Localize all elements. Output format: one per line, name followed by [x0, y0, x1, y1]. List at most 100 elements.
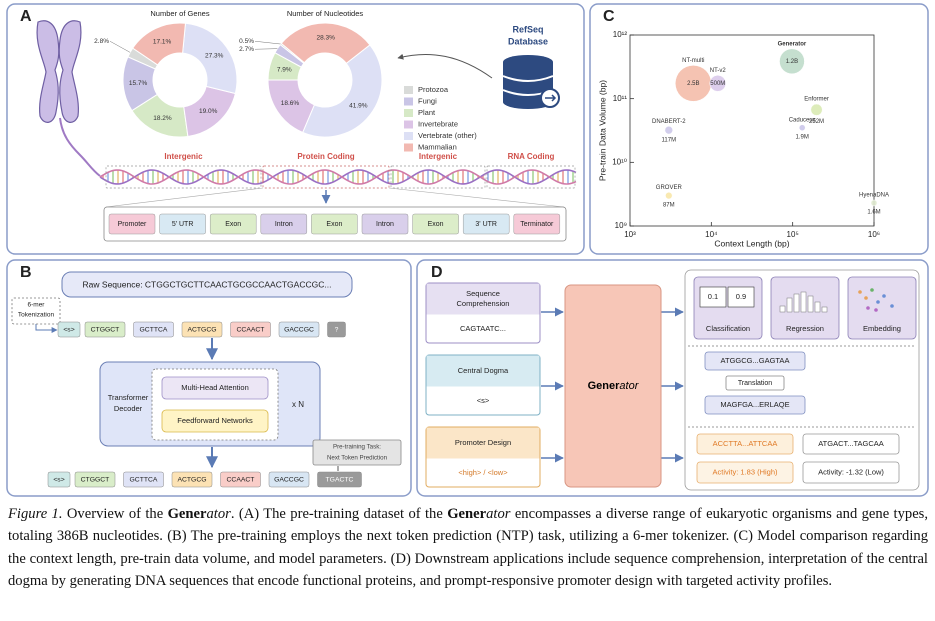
- point-label: Generator: [778, 41, 807, 47]
- model-box: [564, 284, 662, 488]
- pie-slice: [280, 22, 371, 65]
- size-label: 1.2B: [786, 59, 798, 65]
- token: GCTTCA: [130, 476, 158, 483]
- token-box: [181, 321, 223, 338]
- class-prob: 0.9: [736, 292, 746, 301]
- pie-value-label: 19.0%: [199, 108, 218, 115]
- caption-text: Overview of the: [62, 506, 168, 522]
- input-title: Comprehension: [457, 299, 510, 308]
- token: TGACTC: [326, 476, 354, 483]
- element-box: [260, 213, 308, 235]
- input-header: [426, 283, 540, 315]
- tokenization-label: Tokenization: [18, 312, 55, 319]
- bubble: [870, 199, 878, 207]
- bubble: [664, 126, 673, 135]
- pie-value-label: 28.3%: [317, 35, 336, 42]
- legend-label: Mammalian: [418, 142, 457, 151]
- model-name-italic: ator: [619, 380, 639, 392]
- pie-value-label: 41.9%: [349, 102, 368, 109]
- pie-value-label: 17.1%: [153, 39, 172, 46]
- pie-title: Number of Genes: [150, 9, 209, 18]
- pie-slice: [183, 85, 236, 138]
- protein-box: [704, 395, 806, 415]
- caption-text: encompasses a diverse range of eukaryoti…: [8, 506, 929, 590]
- legend-swatch: [404, 120, 413, 129]
- database-label: Database: [508, 36, 548, 46]
- token: CCAACT: [227, 476, 255, 483]
- icon-dot: [882, 294, 886, 298]
- legend-label: Plant: [418, 108, 436, 117]
- icon-bar: [793, 293, 800, 313]
- task-name: Classification: [706, 324, 750, 333]
- raw-sequence-box: [61, 271, 353, 298]
- tokenization-box: [11, 297, 61, 325]
- input-title: Sequence: [466, 289, 500, 298]
- element-label: Terminator: [520, 221, 554, 228]
- class-cell: [727, 286, 755, 308]
- figure-caption: Figure 1. Overview of the Generator. (A)…: [8, 503, 928, 593]
- size-label: 1.6M: [867, 210, 880, 216]
- input-title: Promoter Design: [455, 438, 511, 447]
- icon-dot: [858, 290, 862, 294]
- token: ACTGCG: [177, 476, 206, 483]
- token: CTGGCT: [81, 476, 110, 483]
- leader-line: [109, 41, 131, 53]
- element-label: Intron: [376, 221, 394, 228]
- leader-line: [254, 48, 278, 50]
- panel-label: B: [20, 264, 32, 281]
- region-label: RNA Coding: [508, 152, 555, 161]
- token-box: [123, 471, 164, 488]
- token-box: [171, 471, 213, 488]
- tokenization-label: 6-mer: [28, 302, 46, 309]
- x-axis-label: Context Length (bp): [714, 238, 789, 248]
- panel-label: C: [603, 8, 615, 25]
- bubble: [665, 192, 673, 200]
- input-header: [426, 427, 540, 459]
- legend-label: Protozoa: [418, 85, 449, 94]
- point-label: NT-multi: [682, 58, 704, 64]
- database-icon: [502, 55, 560, 109]
- input-prompt: <high> / <low>: [458, 468, 508, 477]
- task-name: Regression: [786, 324, 824, 333]
- input-prompt: <s>: [477, 396, 490, 405]
- activity-box: [696, 461, 794, 484]
- token-box: [220, 471, 261, 488]
- token-box: [133, 321, 174, 338]
- pie-value-label: 7.9%: [277, 66, 292, 73]
- element-box: [462, 213, 510, 235]
- promoter-sequence: ACCTTA...ATTCAA: [713, 439, 778, 448]
- caption-text: ator: [206, 506, 231, 522]
- token-box: [230, 321, 271, 338]
- point-label: GROVER: [656, 185, 683, 191]
- caption-text: Gener: [167, 506, 207, 522]
- legend-swatch: [404, 132, 413, 140]
- activity-box: [802, 461, 900, 484]
- y-axis-label: Pre-train Data Volume (bp): [597, 80, 607, 181]
- protein-sequence: MAGFGA...ERLAQE: [720, 400, 789, 409]
- bubble: [709, 75, 727, 92]
- size-label: 500M: [710, 81, 725, 87]
- caption-text: ator: [486, 506, 511, 522]
- y-tick-label: 10¹¹: [613, 94, 628, 103]
- pie-value-label: 27.3%: [205, 52, 224, 59]
- token: CCAACT: [237, 326, 265, 333]
- translation-label: Translation: [738, 380, 772, 387]
- element-label: Exon: [225, 221, 241, 228]
- caption-text: . (A) The pre-training dataset of the: [230, 506, 448, 522]
- chromosome: [36, 20, 82, 123]
- legend-swatch: [404, 97, 413, 106]
- ffn-label: Feedforward Networks: [177, 416, 253, 425]
- promoter-box: [696, 433, 794, 455]
- dna-link: [59, 117, 101, 177]
- element-box: [513, 213, 561, 235]
- size-label: 252M: [809, 119, 824, 125]
- arrow: [397, 53, 493, 79]
- repeat-label: x N: [292, 400, 304, 409]
- zoom-line: [105, 187, 264, 208]
- legend-swatch: [404, 109, 413, 117]
- token-box: [327, 321, 346, 338]
- task-box: [312, 439, 402, 466]
- attention-box: [161, 376, 269, 400]
- icon-dot: [864, 296, 868, 300]
